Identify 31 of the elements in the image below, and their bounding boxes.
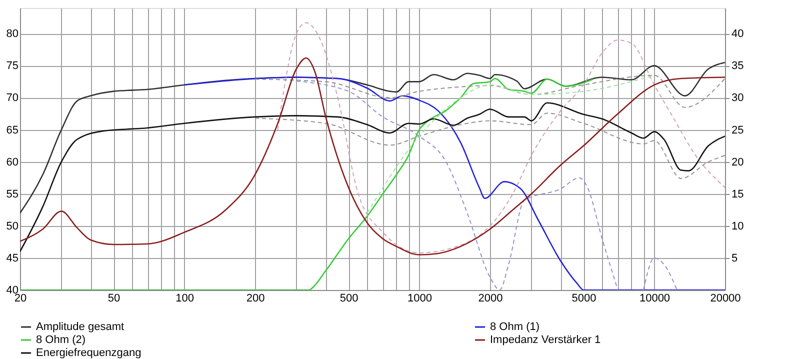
x-tick-label: 50	[108, 292, 120, 304]
y-tick-label: 70	[6, 92, 18, 104]
x-tick-label: 20000	[710, 292, 741, 304]
y2-tick-label: 35	[732, 60, 744, 72]
x-tick-label: 10000	[639, 292, 670, 304]
y2-tick-label: 15	[732, 188, 744, 200]
y-tick-label: 65	[6, 124, 18, 136]
y-tick-label: 80	[6, 28, 18, 40]
x-tick-label: 5000	[572, 292, 596, 304]
legend-label: 8 Ohm (1)	[490, 321, 540, 333]
y-tick-label: 45	[6, 252, 18, 264]
legend-label: Impedanz Verstärker 1	[490, 334, 601, 346]
y2-tick-label: 25	[732, 124, 744, 136]
y-tick-label: 75	[6, 60, 18, 72]
y-tick-label: 60	[6, 156, 18, 168]
y2-tick-label: 30	[732, 92, 744, 104]
legend-label: 8 Ohm (2)	[36, 334, 86, 346]
y2-tick-label: 10	[732, 220, 744, 232]
x-tick-label: 20	[14, 292, 27, 304]
legend-label: Amplitude gesamt	[36, 321, 124, 333]
x-tick-label: 100	[176, 292, 194, 304]
y2-tick-label: 40	[732, 28, 744, 40]
y-tick-label: 50	[6, 220, 18, 232]
x-tick-label: 1000	[408, 292, 432, 304]
y-tick-label: 55	[6, 188, 18, 200]
legend-label: Energiefrequenzgang	[36, 347, 142, 359]
x-tick-label: 200	[246, 292, 265, 304]
y2-tick-label: 20	[732, 156, 744, 168]
x-tick-label: 2000	[478, 292, 503, 304]
y2-tick-label: 5	[732, 252, 738, 264]
x-tick-label: 500	[340, 292, 358, 304]
